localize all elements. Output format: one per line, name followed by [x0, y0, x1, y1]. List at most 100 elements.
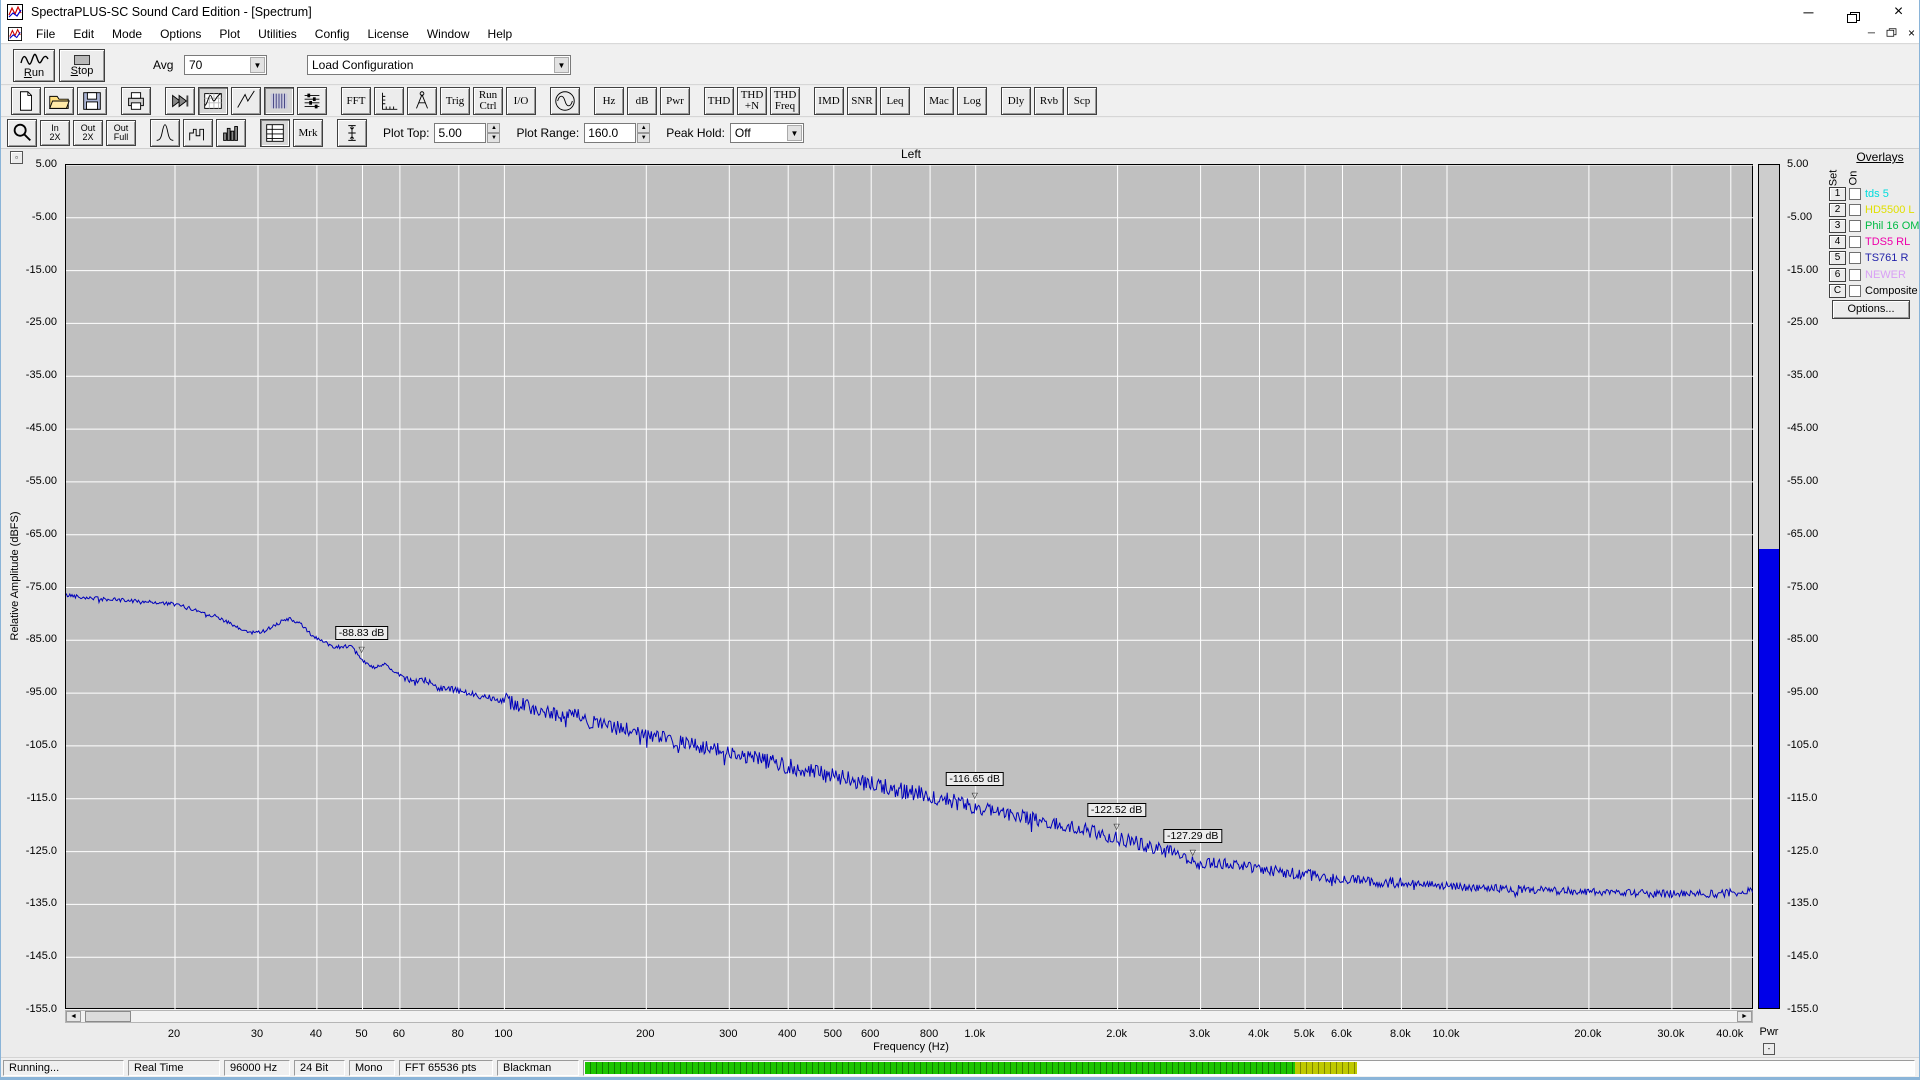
time-series-button[interactable]	[198, 87, 228, 115]
units-db-button[interactable]: dB	[627, 87, 657, 115]
x-tick-label: 3.0k	[1189, 1028, 1210, 1040]
stop-button[interactable]: Stop	[59, 49, 105, 82]
marker-readout[interactable]: -88.83 dB	[334, 625, 389, 640]
mdi-close-button[interactable]: ×	[1907, 26, 1915, 40]
zoom-in-2x-button[interactable]: In 2X	[40, 120, 70, 146]
plot-corner-button[interactable]: ▫	[10, 151, 23, 164]
trigger-button[interactable]: Trig	[440, 87, 470, 115]
run-button[interactable]: Run	[13, 49, 55, 82]
scroll-right-arrow-icon[interactable]: ►	[1737, 1011, 1752, 1022]
menu-mode[interactable]: Mode	[112, 27, 143, 41]
spectrogram-button[interactable]	[264, 87, 294, 115]
mdi-restore-button[interactable]	[1886, 28, 1897, 37]
status-panel: 96000 Hz	[224, 1060, 290, 1076]
menu-config[interactable]: Config	[314, 27, 350, 41]
meter-corner-button[interactable]: -	[1763, 1043, 1775, 1055]
thd-button[interactable]: THD	[704, 87, 734, 115]
print-button[interactable]	[121, 87, 151, 115]
delay-button[interactable]: Dly	[1001, 87, 1031, 115]
plot-range-input[interactable]: 160.0	[584, 123, 637, 143]
load-configuration-dropdown[interactable]: Load Configuration ▼	[307, 55, 571, 75]
overlay-set-button-C[interactable]: C	[1829, 283, 1846, 298]
zoom-out-full-label: Out Full	[113, 123, 129, 142]
zoom-button[interactable]	[7, 119, 37, 147]
avg-dropdown[interactable]: 70 ▼	[184, 55, 267, 75]
scope-button[interactable]: Scp	[1067, 87, 1097, 115]
logging-button[interactable]: Log	[957, 87, 987, 115]
peak-curve-button[interactable]	[150, 119, 180, 147]
overlay-set-button-4[interactable]: 4	[1829, 235, 1846, 250]
scroll-left-arrow-icon[interactable]: ◄	[66, 1011, 81, 1022]
overlay-checkbox-1[interactable]	[1849, 187, 1861, 200]
surface-display-button[interactable]	[297, 87, 327, 115]
fft-settings-button[interactable]: FFT	[341, 87, 371, 115]
overlay-checkbox-2[interactable]	[1849, 203, 1861, 216]
menu-utilities[interactable]: Utilities	[258, 27, 297, 41]
marker-readout[interactable]: -122.52 dB	[1086, 803, 1147, 818]
marker-readout[interactable]: -116.65 dB	[945, 772, 1005, 787]
octave-bars-button[interactable]	[216, 119, 246, 147]
units-power-button[interactable]: Pwr	[660, 87, 690, 115]
plot-horizontal-scrollbar[interactable]: ◄ ►	[65, 1010, 1753, 1023]
load-configuration-value: Load Configuration	[312, 58, 414, 72]
minimize-button[interactable]: ─	[1803, 4, 1814, 20]
overlay-checkbox-4[interactable]	[1849, 236, 1861, 249]
plot-top-input[interactable]: 5.00	[434, 123, 487, 143]
chevron-down-icon: ▼	[786, 125, 802, 141]
overlay-checkbox-C[interactable]	[1849, 284, 1861, 297]
x-tick-label: 600	[860, 1028, 880, 1040]
units-hz-label: Hz	[602, 94, 616, 107]
close-button[interactable]: ×	[1893, 3, 1904, 20]
playback-button[interactable]	[165, 87, 195, 115]
menu-options[interactable]: Options	[160, 27, 202, 41]
thd-plus-n-button[interactable]: THD +N	[737, 87, 767, 115]
menu-window[interactable]: Window	[426, 27, 470, 41]
macro-button[interactable]: Mac	[924, 87, 954, 115]
overlays-options-button[interactable]: Options...	[1832, 300, 1910, 319]
overlay-checkbox-5[interactable]	[1849, 252, 1861, 265]
spectrum-plot[interactable]	[64, 164, 1754, 1011]
new-document-button[interactable]	[11, 87, 41, 115]
mdi-minimize-button[interactable]: ─	[1867, 28, 1875, 39]
menu-edit[interactable]: Edit	[73, 27, 95, 41]
scaling-button[interactable]	[374, 87, 404, 115]
open-file-button[interactable]	[44, 87, 74, 115]
overlay-checkbox-3[interactable]	[1849, 219, 1861, 232]
menu-license[interactable]: License	[367, 27, 409, 41]
marker-readout[interactable]: -127.29 dB	[1162, 828, 1223, 843]
overlay-set-button-3[interactable]: 3	[1829, 218, 1846, 233]
peak-hold-dropdown[interactable]: Off ▼	[729, 123, 804, 143]
thd-freq-button[interactable]: THD Freq	[770, 87, 800, 115]
overlay-set-button-6[interactable]: 6	[1829, 267, 1846, 282]
reverb-button[interactable]: Rvb	[1034, 87, 1064, 115]
io-settings-button[interactable]: I/O	[506, 87, 536, 115]
menu-help[interactable]: Help	[487, 27, 513, 41]
markers-button[interactable]: Mrk	[293, 119, 323, 147]
leq-button[interactable]: Leq	[880, 87, 910, 115]
octave-steps-button[interactable]	[183, 119, 213, 147]
restore-button[interactable]	[1831, 0, 1876, 24]
signal-generator-button[interactable]	[550, 87, 580, 115]
marker-tool-button[interactable]	[337, 119, 367, 147]
scrollbar-thumb[interactable]	[85, 1011, 131, 1022]
calibration-button[interactable]	[407, 87, 437, 115]
phase-display-button[interactable]	[231, 87, 261, 115]
overlay-set-button-1[interactable]: 1	[1829, 186, 1846, 201]
overlay-checkbox-6[interactable]	[1849, 268, 1861, 281]
overlay-set-button-5[interactable]: 5	[1829, 251, 1846, 266]
status-panel: 24 Bit	[294, 1060, 345, 1076]
run-control-button[interactable]: Run Ctrl	[473, 87, 503, 115]
units-hz-button[interactable]: Hz	[594, 87, 624, 115]
plot-range-spinner[interactable]: ▲ ▼	[637, 123, 651, 143]
data-grid-button[interactable]	[260, 119, 290, 147]
zoom-out-full-button[interactable]: Out Full	[106, 120, 136, 146]
overlay-set-button-2[interactable]: 2	[1829, 202, 1846, 217]
snr-button[interactable]: SNR	[847, 87, 877, 115]
plot-top-spinner[interactable]: ▲ ▼	[487, 123, 501, 143]
zoom-out-2x-button[interactable]: Out 2X	[73, 120, 103, 146]
imd-button[interactable]: IMD	[814, 87, 844, 115]
menu-file[interactable]: File	[36, 27, 56, 41]
menu-plot[interactable]: Plot	[219, 27, 241, 41]
save-file-button[interactable]	[77, 87, 107, 115]
spectrum-svg	[64, 164, 1754, 1011]
